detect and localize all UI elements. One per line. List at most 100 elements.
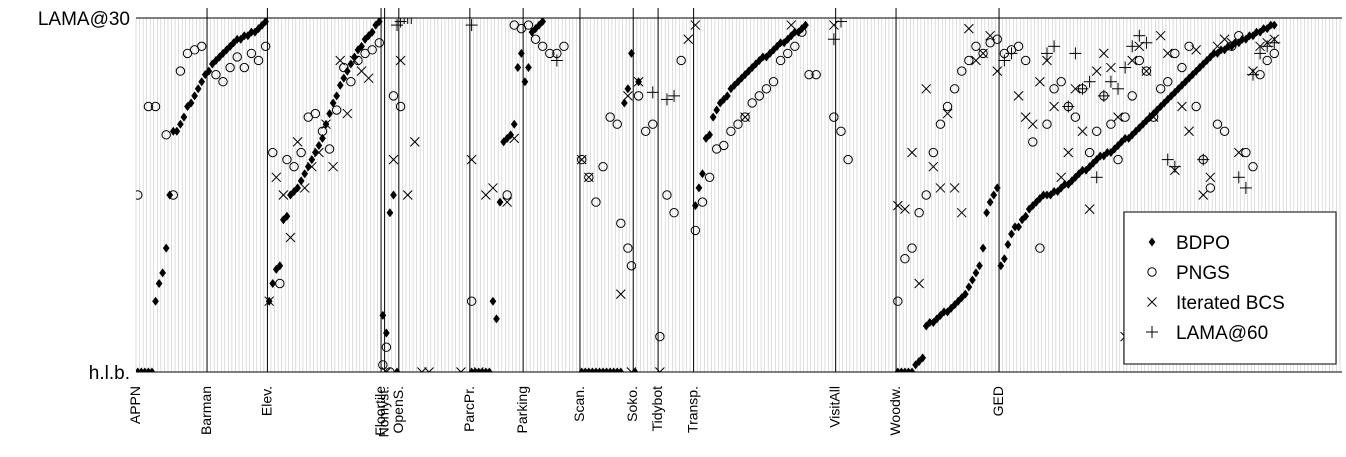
- pngs-point: [310, 108, 321, 119]
- iterated-bcs-point: [1077, 126, 1088, 137]
- legend-label: PNGS: [1176, 263, 1230, 284]
- domain-label: Soko.: [624, 386, 640, 422]
- pngs-point: [804, 69, 814, 80]
- lama60-point: [1232, 171, 1245, 184]
- domain-separators: [206, 8, 1000, 372]
- pngs-point: [545, 48, 555, 59]
- pngs-point: [1127, 91, 1137, 101]
- iterated-bcs-point-stroke: [478, 367, 484, 372]
- bdpo-point: [1096, 151, 1104, 161]
- lama60-point: [550, 54, 563, 67]
- bdpo-point: [383, 328, 390, 338]
- iterated-bcs-point-stroke: [271, 172, 282, 183]
- lama60-point: [998, 54, 1011, 67]
- iterated-bcs-point-stroke: [1191, 45, 1202, 55]
- bdpo-point: [240, 31, 248, 41]
- bdpo-point: [525, 63, 532, 73]
- lama60-point: [1239, 181, 1252, 194]
- iterated-bcs-point-stroke: [615, 289, 626, 299]
- pngs-point: [1113, 154, 1123, 165]
- pngs-point: [466, 296, 477, 306]
- iterated-bcs-point-stroke: [1035, 76, 1045, 87]
- pngs-point: [282, 154, 292, 165]
- iterated-bcs-point-stroke: [502, 197, 512, 207]
- iterated-bcs-point: [488, 183, 498, 193]
- iterated-bcs-point: [321, 119, 331, 130]
- bdpo-point: [1121, 133, 1129, 143]
- iterated-bcs-point: [1191, 45, 1202, 55]
- iterated-bcs-point: [956, 207, 967, 218]
- iterated-bcs-point-stroke: [1042, 55, 1052, 66]
- iterated-bcs-point-stroke: [1070, 83, 1081, 94]
- iterated-bcs-point: [314, 147, 324, 158]
- pngs-point: [1248, 161, 1258, 172]
- pngs-point: [367, 45, 377, 55]
- iterated-bcs-point-stroke: [626, 367, 633, 372]
- pngs-point: [768, 77, 779, 87]
- iterated-bcs-point-stroke: [1162, 48, 1173, 59]
- pngs-point: [1092, 126, 1102, 136]
- iterated-bcs-point: [271, 172, 282, 183]
- iterated-bcs-point: [1162, 48, 1173, 59]
- lama60-point: [1246, 68, 1259, 81]
- bdpo-point: [194, 84, 202, 94]
- domain-label: Nomyst.: [376, 386, 392, 437]
- bdpo-point: [908, 367, 916, 372]
- lama60-point: [391, 19, 404, 32]
- iterated-bcs-point-stroke: [1219, 34, 1230, 45]
- iterated-bcs-point: [1226, 37, 1237, 48]
- iterated-bcs-point: [1042, 55, 1052, 66]
- pngs-point: [591, 197, 601, 207]
- iterated-bcs-point: [1205, 172, 1216, 183]
- pngs-point: [1163, 77, 1173, 87]
- iterated-bcs-point-stroke: [1091, 66, 1102, 76]
- iterated-bcs-point: [1027, 119, 1038, 130]
- bdpo-point: [976, 261, 983, 271]
- iterated-bcs-point: [935, 183, 946, 193]
- iterated-bcs-point-stroke: [409, 137, 420, 147]
- iterated-bcs-point-stroke: [1056, 172, 1067, 183]
- bdpo-point: [297, 176, 305, 186]
- bdpo-point: [187, 98, 195, 108]
- pngs-point: [1241, 147, 1251, 158]
- bdpo-point: [486, 367, 493, 372]
- pngs-point: [942, 101, 953, 112]
- iterated-bcs-point-stroke: [1084, 204, 1095, 215]
- iterated-bcs-point: [456, 367, 466, 372]
- bdpo-point: [283, 211, 291, 221]
- pngs-point: [161, 130, 171, 140]
- pngs-point: [978, 48, 988, 59]
- bdpo-point: [777, 38, 784, 48]
- pngs-point: [1049, 84, 1059, 94]
- iterated-bcs-point-stroke: [900, 204, 910, 215]
- bdpo-point: [326, 109, 333, 119]
- bdpo-point: [180, 112, 188, 122]
- bdpo-point: [294, 183, 301, 193]
- pngs-point: [740, 112, 750, 122]
- bdpo-point: [493, 314, 500, 324]
- lama60-point: [660, 93, 673, 106]
- iterated-bcs-point: [278, 190, 289, 200]
- iterated-bcs-point-stroke: [264, 296, 275, 307]
- iterated-bcs-point-stroke: [428, 367, 434, 372]
- iterated-bcs-point: [949, 183, 960, 193]
- iterated-bcs-point: [395, 55, 406, 66]
- pngs-point: [1191, 101, 1201, 112]
- iterated-bcs-point: [615, 289, 626, 299]
- pngs-point: [1035, 243, 1045, 253]
- iterated-bcs-point-stroke: [321, 119, 331, 130]
- iterated-bcs-point-stroke: [683, 34, 694, 45]
- iterated-bcs-point: [363, 73, 374, 84]
- bdpo-point: [1050, 186, 1058, 196]
- bdpo-point: [510, 119, 518, 129]
- bdpo-point: [802, 20, 809, 30]
- iterated-bcs-point-stroke: [395, 55, 406, 66]
- bdpo-point: [990, 190, 998, 200]
- iterated-bcs-point: [740, 112, 750, 122]
- iterated-bcs-point: [576, 154, 587, 165]
- pngs-point: [346, 77, 356, 87]
- domain-label: VisitAll: [827, 386, 843, 428]
- iterated-bcs-point-stroke: [466, 154, 477, 165]
- bdpo-point: [276, 261, 284, 271]
- iterated-bcs-point-stroke: [992, 66, 1003, 76]
